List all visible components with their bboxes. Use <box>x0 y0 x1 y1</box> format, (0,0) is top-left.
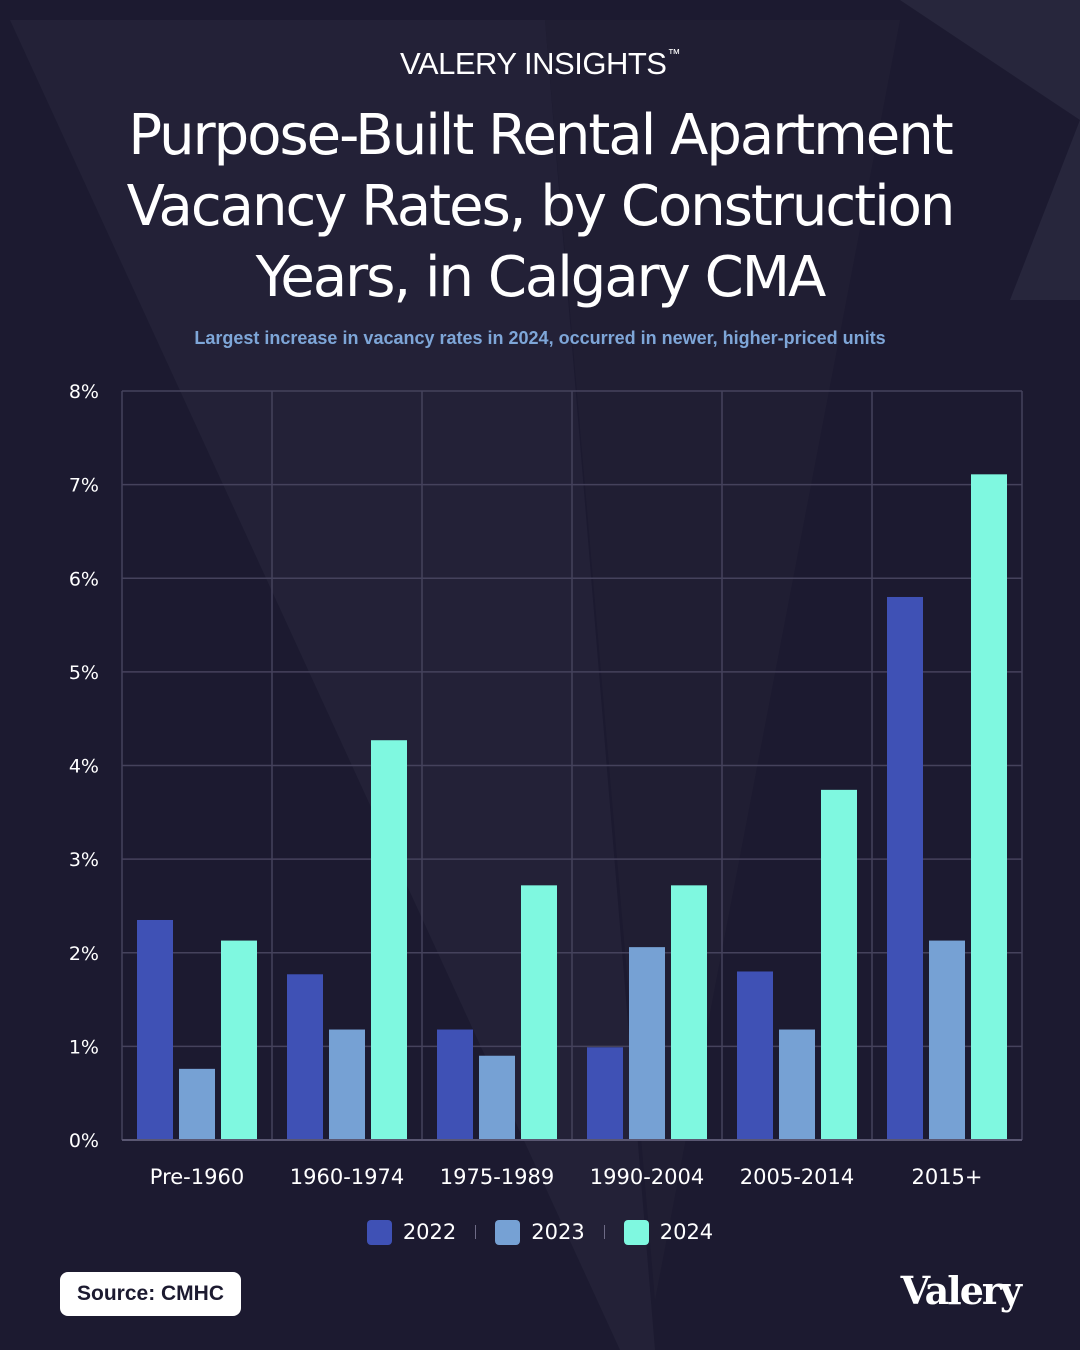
bar-2022-2005-2014 <box>737 971 773 1140</box>
x-tick-label: 2005-2014 <box>740 1165 854 1189</box>
bar-2022-pre-1960 <box>137 919 173 1140</box>
legend-item-2024: 2024 <box>623 1219 714 1245</box>
brand-header: VALERY INSIGHTS™ <box>0 46 1080 82</box>
legend-separator <box>603 1225 605 1239</box>
legend-item-2022: 2022 <box>366 1219 457 1245</box>
chart-subtitle: Largest increase in vacancy rates in 202… <box>194 328 886 348</box>
bar-2022-2015- <box>887 596 923 1140</box>
bar-2022-1960-1974 <box>287 974 323 1140</box>
x-tick-label: 1990-2004 <box>590 1165 704 1189</box>
bar-2023-1960-1974 <box>329 1029 365 1140</box>
bar-2024-1960-1974 <box>371 740 407 1140</box>
x-tick-label: Pre-1960 <box>150 1165 244 1189</box>
legend-swatch-2023 <box>495 1219 521 1245</box>
x-tick-label: 1960-1974 <box>290 1165 404 1189</box>
bar-2023-2015- <box>929 940 965 1140</box>
x-tick-label: 1975-1989 <box>440 1165 554 1189</box>
valery-logo: Valery <box>900 1268 1022 1313</box>
source-badge: Source: CMHC <box>60 1272 242 1316</box>
legend-separator <box>475 1225 477 1239</box>
y-tick-label: 7% <box>69 475 99 497</box>
chart-title: Purpose-Built Rental Apartment Vacancy R… <box>60 100 1020 313</box>
y-tick-label: 1% <box>69 1036 99 1058</box>
bar-2024-2015- <box>971 474 1007 1140</box>
bar-2023-2005-2014 <box>779 1029 815 1140</box>
bar-2022-1975-1989 <box>437 1029 473 1140</box>
legend-swatch-2022 <box>366 1219 392 1245</box>
bar-2024-2005-2014 <box>821 789 857 1140</box>
legend-label-2024: 2024 <box>659 1220 714 1244</box>
chart-legend: 2022 2023 2024 <box>0 1216 1080 1248</box>
y-tick-label: 0% <box>69 1130 99 1152</box>
bar-2023-1990-2004 <box>629 947 665 1140</box>
legend-label-2023: 2023 <box>531 1220 585 1244</box>
y-tick-label: 8% <box>69 381 99 403</box>
y-tick-label: 4% <box>69 756 99 778</box>
title-line: Vacancy Rates, by Construction <box>126 174 956 239</box>
y-tick-label: 5% <box>69 662 99 684</box>
y-tick-label: 3% <box>69 849 99 871</box>
bar-2023-pre-1960 <box>179 1068 215 1140</box>
x-tick-label: 2015+ <box>911 1165 982 1189</box>
bar-2023-1975-1989 <box>479 1055 515 1140</box>
y-tick-label: 6% <box>69 568 99 590</box>
bar-2024-pre-1960 <box>221 940 257 1140</box>
title-line: Years, in Calgary CMA <box>255 245 827 310</box>
legend-item-2023: 2023 <box>495 1219 585 1245</box>
legend-swatch-2024 <box>623 1219 649 1245</box>
y-tick-label: 2% <box>69 943 99 965</box>
brand-name: VALERY INSIGHTS <box>400 46 667 81</box>
bar-2024-1990-2004 <box>671 885 707 1140</box>
trademark-mark: ™ <box>667 46 680 61</box>
legend-label-2022: 2022 <box>402 1220 457 1244</box>
bar-2024-1975-1989 <box>521 885 557 1140</box>
bar-2022-1990-2004 <box>587 1047 623 1140</box>
title-line: Purpose-Built Rental Apartment <box>128 103 953 168</box>
